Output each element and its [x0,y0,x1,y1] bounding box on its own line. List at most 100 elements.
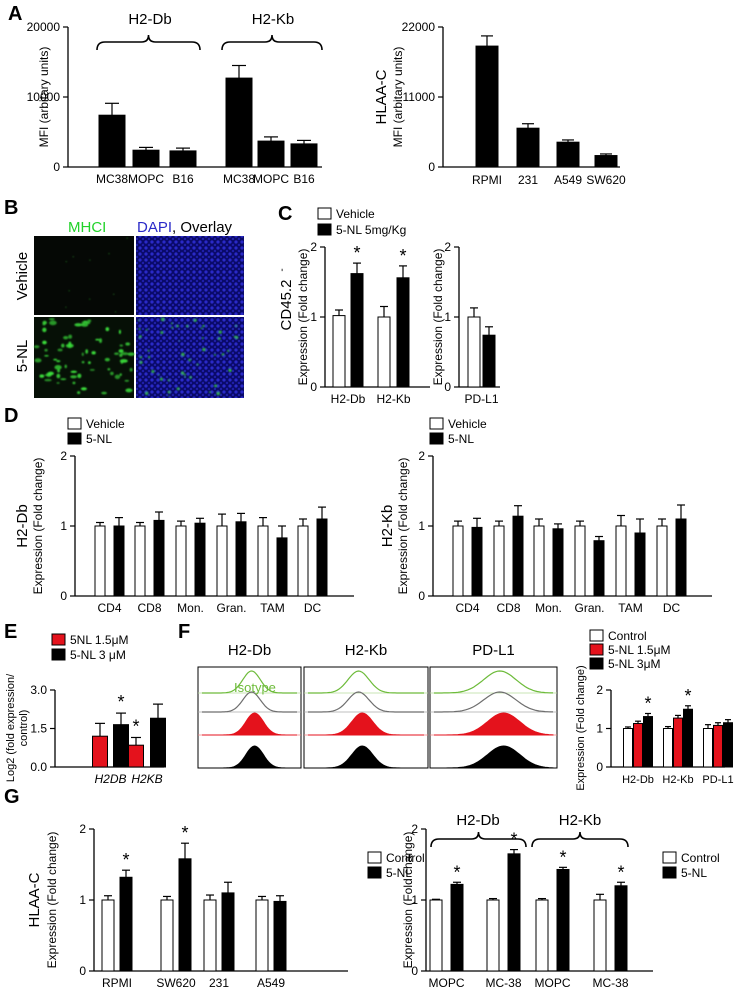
y-axis-label: Expression (Fold change) [31,458,45,595]
bar [594,155,618,168]
overlay-signal [145,329,148,331]
bar-0 [94,525,106,597]
legend-control-swatch [662,851,677,864]
bar-1 [194,522,206,597]
y-axis-label-secondary: H2-Kb [379,505,396,548]
mhci-signal [114,352,119,355]
mhci-signal [49,320,57,326]
overlay-signal [202,324,205,328]
micro-row-5nl: 5-NL [14,340,31,373]
overlay-signal [168,395,170,397]
y-axis-label-secondary: HLAA-C [26,872,43,927]
mhci-signal [61,343,65,348]
y-axis-label: Expression (Fold change) [45,832,59,969]
mhci-signal [64,364,67,369]
micro-header-dapi-overlay: DAPI, Overlay [137,219,233,236]
overlay-signal [234,324,238,327]
x-tick-label: H2KB [131,772,162,786]
mhci-signal [56,382,60,384]
bar-1 [713,724,723,768]
mhci-signal [57,348,63,352]
overlay-signal [227,349,230,353]
overlay-signal [139,360,143,364]
legend-5nl-label: 5-NL [448,432,474,446]
bar-1 [221,892,235,972]
x-tick-label: MOPC [535,976,571,990]
y-tick-label: 3.0 [30,683,47,697]
bar-1 [150,717,166,768]
x-tick-label: Mon. [535,601,562,615]
microscopy-panel: MHCI DAPI, Overlay Vehicle 5-NL [14,219,244,398]
y-tick-label: 11000 [403,90,436,104]
x-tick-label: MC38 [223,172,255,186]
y-axis-label: Expression (Fold change) [575,665,587,790]
mhci-signal [127,352,135,356]
bar-0 [377,316,391,388]
legend-1p5-swatch [589,643,604,656]
x-tick-label: CD4 [455,601,479,615]
x-tick-label: MOPC [128,172,164,186]
panel-label-f: F [178,621,190,643]
bar-0 [615,525,627,597]
micro-header-mhci: MHCI [68,219,106,236]
bar-1 [113,525,125,597]
x-tick-label: H2-Kb [662,774,693,786]
histogram-filled [202,712,297,736]
bar-1 [482,334,496,388]
y-tick-label: 0 [428,160,435,174]
bar-2 [723,722,733,768]
x-tick-label: PD-L1 [464,392,498,406]
flow-title: PD-L1 [472,642,515,659]
overlay-signal [214,353,216,356]
overlay-signal [184,376,186,378]
mhci-signal [72,256,74,258]
mhci-signal [44,348,48,352]
mhci-signal [121,352,129,356]
legend-5nl-swatch [429,432,444,445]
significance-star: * [559,847,566,867]
overlay-signal [214,384,218,388]
mhci-signal [80,387,87,391]
mhci-signal [125,342,131,346]
mhci-signal [65,343,74,348]
y-tick-label: 2 [418,449,425,463]
x-tick-label: SW620 [156,976,196,990]
x-tick-label: MC38 [96,172,128,186]
micro-vehicle-mhci [34,236,134,315]
y-tick-label: 1.5 [30,722,47,736]
bar-0 [535,899,549,972]
legend-control-swatch [589,629,604,642]
x-tick-label: 231 [518,173,538,187]
legend-control-label: Control [386,851,425,865]
y-axis-label: MFI (arbitary units) [391,47,405,148]
y-axis-label-secondary-sup: - [277,268,288,271]
overlay-signal [188,358,191,362]
y-tick-label: 0 [596,760,603,774]
isotype-label: Isotype [234,680,276,695]
bar [290,143,318,168]
mhci-signal [89,259,91,261]
overlay-signal [200,327,203,330]
legend-1p5-label: 5NL 1.5μM [70,633,129,647]
bar-1 [316,518,328,597]
bar-1 [396,277,410,388]
overlay-signal [171,326,174,329]
bar-1 [153,519,165,597]
legend-5nl-label: 5-NL 5mg/Kg [336,223,406,237]
bar-0 [703,728,713,768]
mhci-signal [53,358,58,361]
chart-G1: 0 1 2 RPMI SW620 231 A549 * * Expression (Fold ch… [26,822,425,990]
mhci-signal [91,351,96,355]
overlay-signal [139,356,143,359]
y-axis-label-secondary: HLAA-C [373,69,390,124]
micro-vehicle-dapi [136,236,244,315]
bar-0 [467,316,481,388]
mhci-signal [114,374,121,380]
x-tick-label: CD8 [137,601,161,615]
mhci-signal [42,327,47,333]
y-axis-label: Expression (Fold change) [396,458,410,595]
histogram-filled [434,745,554,769]
mhci-signal [85,349,89,354]
